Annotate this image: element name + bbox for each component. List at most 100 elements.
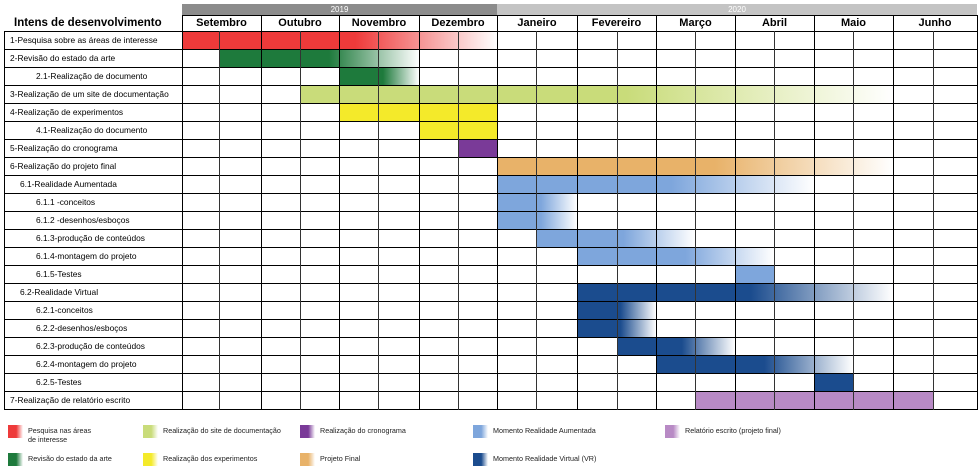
legend-label: Realização do cronograma	[320, 426, 406, 435]
grid-line	[419, 15, 420, 410]
grid-line	[182, 15, 183, 410]
task-bar	[497, 176, 814, 193]
task-bar	[577, 248, 774, 265]
month-header: Novembro	[351, 17, 407, 29]
task-label: 2-Revisão do estado da arte	[10, 53, 116, 63]
task-label: 3-Realização de um site de documentação	[10, 89, 169, 99]
task-bar	[219, 50, 419, 67]
grid-line	[577, 15, 578, 410]
task-label: 6.2.2-desenhos/esboços	[36, 323, 128, 333]
task-bar	[656, 356, 853, 373]
task-bar	[617, 338, 735, 355]
grid-line	[4, 31, 5, 410]
grid-line	[4, 409, 977, 410]
grid-line	[4, 301, 977, 302]
task-label: 6.1.1 -conceitos	[36, 197, 96, 207]
grid-line	[977, 15, 978, 410]
month-header: Abril	[761, 17, 788, 29]
grid-line	[617, 31, 618, 410]
grid-line	[378, 31, 379, 410]
grid-line	[339, 15, 340, 410]
task-bar	[577, 302, 656, 319]
grid-line	[497, 15, 498, 410]
grid-line	[4, 31, 977, 32]
grid-line	[182, 15, 977, 16]
task-bar	[536, 230, 695, 247]
task-bar	[300, 86, 893, 103]
grid-line	[656, 15, 657, 410]
grid-line	[4, 211, 977, 212]
grid-line	[4, 229, 977, 230]
grid-line	[458, 31, 459, 410]
task-bar	[497, 194, 577, 211]
task-bar	[497, 212, 577, 229]
grid-line	[4, 85, 977, 86]
legend-label: Realização dos experimentos	[163, 454, 258, 463]
orange-swatch-icon	[300, 453, 315, 466]
red-swatch-icon	[8, 425, 23, 438]
grid-line	[4, 67, 977, 68]
task-label: 2.1-Realização de documento	[36, 71, 148, 81]
month-header: Setembro	[196, 17, 247, 29]
grid-line	[4, 193, 977, 194]
grid-line	[4, 175, 977, 176]
grid-line	[4, 283, 977, 284]
legend-label: Momento Realidade Virtual (VR)	[493, 454, 597, 463]
month-header: Maio	[840, 17, 867, 29]
grid-line	[4, 265, 977, 266]
grid-line	[695, 31, 696, 410]
task-label: 5-Realização do cronograma	[10, 143, 118, 153]
legend-label: Revisão do estado da arte	[28, 454, 112, 463]
task-label: 6.1.2 -desenhos/esboços	[36, 215, 130, 225]
grid-line	[735, 15, 736, 410]
month-header: Outubro	[278, 17, 322, 29]
task-bar	[814, 374, 853, 391]
month-header: Fevereiro	[591, 17, 642, 29]
grid-line	[4, 121, 977, 122]
year-2020-band: 2020	[497, 4, 977, 15]
grid-line	[4, 139, 977, 140]
dark-blue-swatch-icon	[473, 453, 488, 466]
task-bar	[339, 104, 497, 121]
lime-swatch-icon	[143, 425, 158, 438]
task-bar	[458, 140, 497, 157]
grid-line	[4, 103, 977, 104]
grid-line	[536, 31, 537, 410]
task-label: 6.1.4-montagem do projeto	[36, 251, 137, 261]
grid-line	[4, 355, 977, 356]
grid-line	[853, 31, 854, 410]
grid-line	[219, 31, 220, 410]
task-label: 7-Realização de relatório escrito	[10, 395, 131, 405]
task-label: 6.2.4-montagem do projeto	[36, 359, 137, 369]
task-label: 6.2.1-conceitos	[36, 305, 93, 315]
grid-line	[4, 391, 977, 392]
grid-line	[814, 15, 815, 410]
task-label: 4.1-Realização do documento	[36, 125, 148, 135]
task-label: 6.1-Realidade Aumentada	[20, 179, 117, 189]
grid-line	[4, 157, 977, 158]
grid-line	[4, 319, 977, 320]
chart-header-title: Intens de desenvolvimento	[14, 17, 162, 29]
grid-line	[4, 337, 977, 338]
grid-line	[261, 15, 262, 410]
legend-label: Momento Realidade Aumentada	[493, 426, 596, 435]
task-label: 6.1.3-produção de conteúdos	[36, 233, 145, 243]
month-header: Junho	[918, 17, 952, 29]
task-label: 1-Pesquisa sobre as áreas de interesse	[10, 35, 158, 45]
task-bar	[339, 68, 419, 85]
task-label: 6.2.3-produção de conteúdos	[36, 341, 145, 351]
grid-line	[4, 373, 977, 374]
yellow-swatch-icon	[143, 453, 158, 466]
legend-label: Relatório escrito (projeto final)	[685, 426, 781, 435]
purple-swatch-icon	[300, 425, 315, 438]
grid-line	[774, 31, 775, 410]
grid-line	[893, 15, 894, 410]
legend-label: Projeto Final	[320, 454, 361, 463]
grid-line	[300, 31, 301, 410]
month-header: Dezembro	[431, 17, 485, 29]
grid-line	[4, 247, 977, 248]
month-header: Janeiro	[517, 17, 557, 29]
task-label: 6-Realização do projeto final	[10, 161, 117, 171]
green-swatch-icon	[8, 453, 23, 466]
light-blue-swatch-icon	[473, 425, 488, 438]
